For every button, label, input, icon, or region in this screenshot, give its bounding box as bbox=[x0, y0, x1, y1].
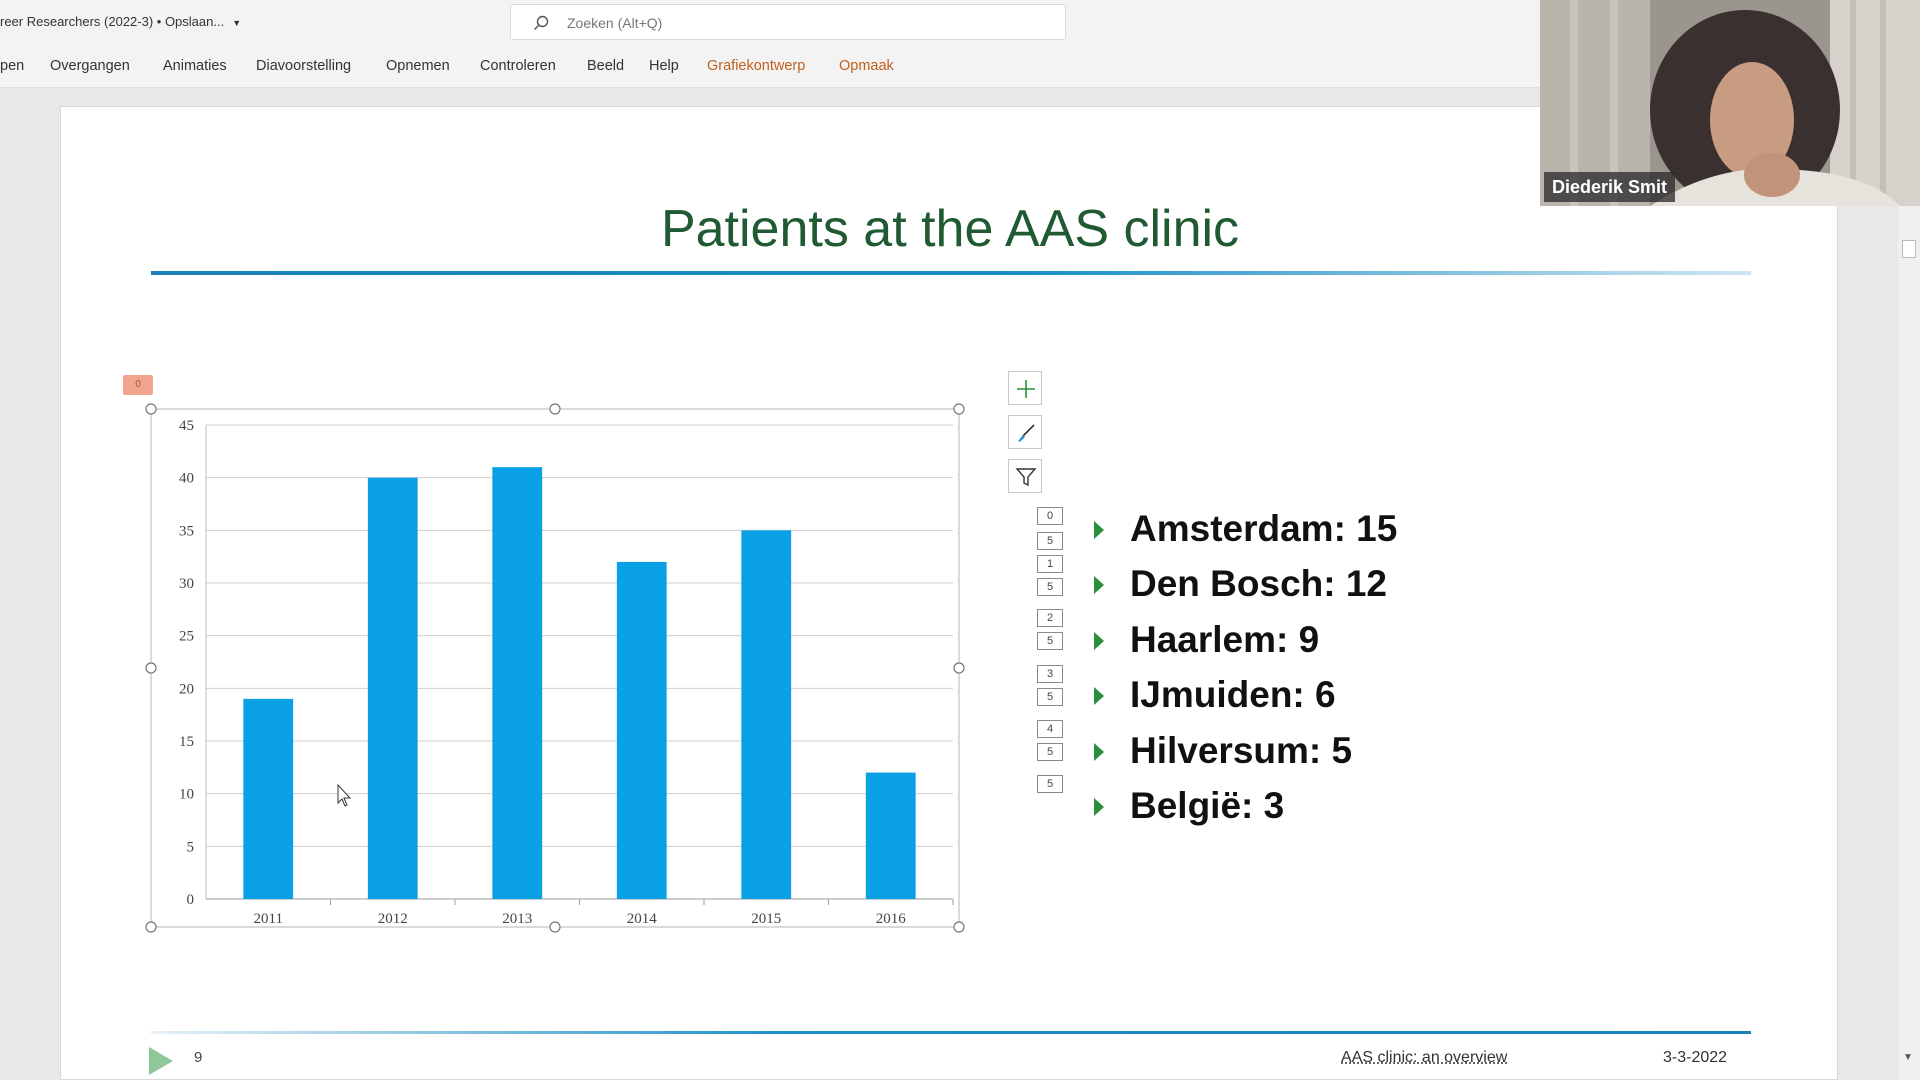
tab-overgangen[interactable]: Overgangen bbox=[50, 58, 130, 74]
animation-tag[interactable]: 5 bbox=[1037, 632, 1063, 650]
bullet-arrow-icon bbox=[1094, 576, 1104, 594]
x-tick-label: 2015 bbox=[751, 911, 781, 927]
animation-tag[interactable]: 3 bbox=[1037, 665, 1063, 683]
bar-2015 bbox=[741, 530, 792, 899]
resize-handle bbox=[145, 662, 157, 674]
slide-number: 9 bbox=[194, 1049, 203, 1066]
tab-help[interactable]: Help bbox=[649, 58, 679, 74]
x-tick-label: 2014 bbox=[627, 911, 658, 927]
y-tick-label: 10 bbox=[179, 787, 194, 803]
slide-canvas[interactable]: Patients at the AAS clinic 0 0 5 10 15 20 25 3… bbox=[60, 106, 1838, 1080]
y-tick-label: 35 bbox=[179, 523, 194, 539]
tab-opnemen[interactable]: Opnemen bbox=[386, 58, 450, 74]
resize-handle bbox=[145, 921, 157, 933]
animation-tag[interactable]: 5 bbox=[1037, 743, 1063, 761]
resize-handle bbox=[549, 921, 561, 933]
plus-icon bbox=[1017, 380, 1035, 398]
animation-tag[interactable]: 5 bbox=[1037, 578, 1063, 596]
search-placeholder: Zoeken (Alt+Q) bbox=[567, 15, 663, 31]
x-tick-label: 2016 bbox=[876, 911, 907, 927]
vertical-scrollbar[interactable]: ▼ bbox=[1898, 206, 1920, 1080]
animation-tag: 0 bbox=[123, 375, 153, 395]
search-box[interactable]: Zoeken (Alt+Q) bbox=[510, 4, 1066, 40]
chart-styles-button[interactable] bbox=[1008, 415, 1042, 449]
tab-openen[interactable]: pen bbox=[0, 58, 25, 74]
play-icon[interactable] bbox=[149, 1047, 173, 1075]
search-icon bbox=[534, 15, 549, 30]
scroll-down-icon[interactable]: ▼ bbox=[1903, 1052, 1913, 1063]
animation-tag[interactable]: 0 bbox=[1037, 507, 1063, 525]
animation-tag[interactable]: 2 bbox=[1037, 609, 1063, 627]
y-tick-label: 30 bbox=[179, 576, 194, 592]
y-tick-label: 45 bbox=[179, 418, 194, 434]
tab-grafiekontwerp[interactable]: Grafiekontwerp bbox=[707, 58, 806, 74]
resize-handle bbox=[953, 921, 965, 933]
bullet-arrow-icon bbox=[1094, 743, 1104, 761]
y-tick-label: 0 bbox=[187, 892, 195, 908]
animation-tag[interactable]: 5 bbox=[1037, 532, 1063, 550]
tab-beeld[interactable]: Beeld bbox=[587, 58, 625, 74]
y-tick-label: 20 bbox=[179, 681, 194, 697]
bar-2011 bbox=[243, 698, 294, 899]
animation-tag[interactable]: 5 bbox=[1037, 775, 1063, 793]
resize-handle bbox=[953, 662, 965, 674]
scrollbar-thumb[interactable] bbox=[1902, 240, 1916, 258]
bar-2016 bbox=[865, 772, 916, 899]
y-tick-label: 40 bbox=[179, 471, 194, 487]
tab-opmaak[interactable]: Opmaak bbox=[839, 58, 894, 74]
bullet-arrow-icon bbox=[1094, 521, 1104, 539]
bullet-arrow-icon bbox=[1094, 687, 1104, 705]
bullet-arrow-icon bbox=[1094, 798, 1104, 816]
slide-title[interactable]: Patients at the AAS clinic bbox=[660, 200, 1240, 258]
resize-handle bbox=[953, 403, 965, 415]
resize-handle bbox=[145, 403, 157, 415]
mouse-cursor-icon bbox=[337, 783, 352, 807]
footer-divider bbox=[151, 1031, 1751, 1034]
chart-filters-button[interactable] bbox=[1008, 459, 1042, 493]
chevron-down-icon[interactable]: ▼ bbox=[232, 18, 242, 28]
tab-diavoorstelling[interactable]: Diavoorstelling bbox=[256, 58, 352, 74]
footer-text[interactable]: AAS clinic: an overview bbox=[1341, 1049, 1508, 1066]
filter-icon bbox=[1015, 468, 1037, 487]
y-tick-label: 5 bbox=[187, 839, 195, 855]
footer-date[interactable]: 3-3-2022 bbox=[1663, 1049, 1728, 1066]
animation-tag[interactable]: 1 bbox=[1037, 555, 1063, 573]
y-tick-label: 15 bbox=[179, 734, 194, 750]
y-tick-label: 25 bbox=[179, 629, 194, 645]
chart-object[interactable]: 0 0 5 10 15 20 25 30 35 40 45 2011 2012 2013 2014 2015… bbox=[111, 371, 991, 937]
document-title[interactable]: reer Researchers (2022-3) • Opslaan... ▼ bbox=[0, 14, 242, 29]
bullet-arrow-icon bbox=[1094, 632, 1104, 650]
x-tick-label: 2012 bbox=[378, 911, 408, 927]
chart-elements-button[interactable] bbox=[1008, 371, 1042, 405]
bar-2013 bbox=[492, 467, 543, 899]
bar-chart[interactable]: 0 5 10 15 20 25 30 35 40 45 2011 2012 2013 2014 2015 20… bbox=[111, 371, 991, 937]
x-tick-label: 2013 bbox=[502, 911, 532, 927]
bar-2012 bbox=[367, 477, 418, 899]
title-divider bbox=[151, 271, 1751, 275]
brush-icon bbox=[1018, 424, 1035, 442]
resize-handle bbox=[549, 403, 561, 415]
animation-tag[interactable]: 4 bbox=[1037, 720, 1063, 738]
x-tick-label: 2011 bbox=[254, 911, 283, 927]
tab-animaties[interactable]: Animaties bbox=[163, 58, 227, 74]
participant-video bbox=[1540, 0, 1920, 206]
animation-tag[interactable]: 5 bbox=[1037, 688, 1063, 706]
tab-controleren[interactable]: Controleren bbox=[480, 58, 556, 74]
webcam-tile: Diederik Smit bbox=[1540, 0, 1920, 206]
bar-2014 bbox=[616, 561, 667, 899]
participant-name: Diederik Smit bbox=[1544, 172, 1676, 202]
